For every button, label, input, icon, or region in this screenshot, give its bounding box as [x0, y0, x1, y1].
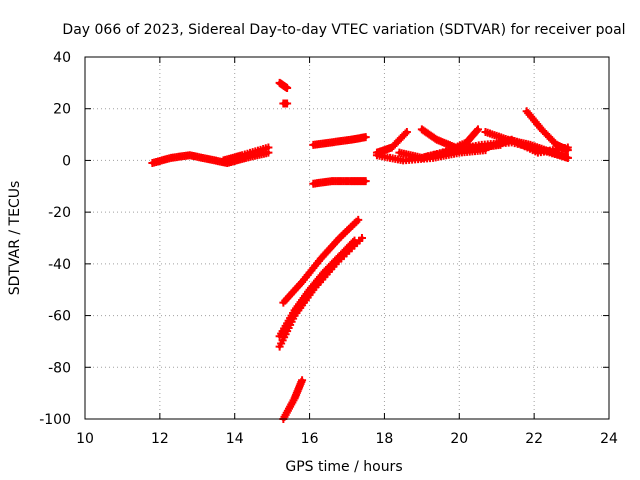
- data-point: [563, 146, 572, 155]
- data-point: [283, 99, 292, 108]
- x-tick-label: 16: [301, 431, 319, 447]
- y-tick-label: -60: [48, 309, 71, 325]
- series-5: [309, 177, 370, 188]
- data-point: [401, 129, 410, 138]
- data-point: [563, 153, 572, 162]
- x-tick-label: 10: [76, 431, 94, 447]
- y-tick-label: 20: [53, 102, 71, 118]
- x-tick-label: 14: [226, 431, 244, 447]
- data-point: [298, 376, 307, 385]
- data-point: [357, 234, 366, 242]
- series-1: [219, 143, 273, 165]
- x-tick-label: 18: [376, 431, 394, 447]
- series-6: [279, 215, 363, 307]
- axis-ticks: 10 12 14 16 18 20 22 24 40 20 0 -20 -40 -60 -80 -100: [39, 50, 618, 447]
- data-point: [361, 177, 370, 186]
- series-2: [275, 78, 292, 93]
- series-16: [455, 135, 572, 157]
- series-3: [279, 99, 292, 108]
- y-tick-label: -20: [48, 205, 71, 221]
- data-point: [361, 133, 370, 142]
- data-point: [264, 143, 273, 152]
- x-tick-label: 24: [600, 431, 618, 447]
- data-point: [402, 127, 411, 136]
- plot-frame: [84, 56, 610, 420]
- series-17: [522, 107, 572, 155]
- series-8: [275, 234, 366, 351]
- grid-lines: [85, 57, 609, 419]
- data-point: [474, 125, 482, 134]
- x-tick-label: 20: [450, 431, 468, 447]
- series-4: [309, 133, 370, 149]
- y-tick-label: 0: [62, 153, 71, 169]
- y-tick-label: 40: [53, 50, 71, 66]
- x-tick-label: 22: [525, 431, 543, 447]
- y-axis-label: SDTVAR / TECUs: [7, 181, 23, 296]
- data-point: [283, 84, 292, 93]
- x-tick-label: 12: [151, 431, 169, 447]
- data-point: [354, 215, 363, 224]
- data-point: [472, 126, 481, 135]
- series-9: [279, 376, 307, 423]
- x-axis-label: GPS time / hours: [285, 459, 402, 475]
- chart-title: Day 066 of 2023, Sidereal Day-to-day VTE…: [62, 22, 625, 38]
- y-tick-label: -40: [48, 257, 71, 273]
- y-tick-label: -80: [48, 360, 71, 376]
- data-series: [148, 78, 572, 423]
- y-tick-label: -100: [39, 412, 71, 428]
